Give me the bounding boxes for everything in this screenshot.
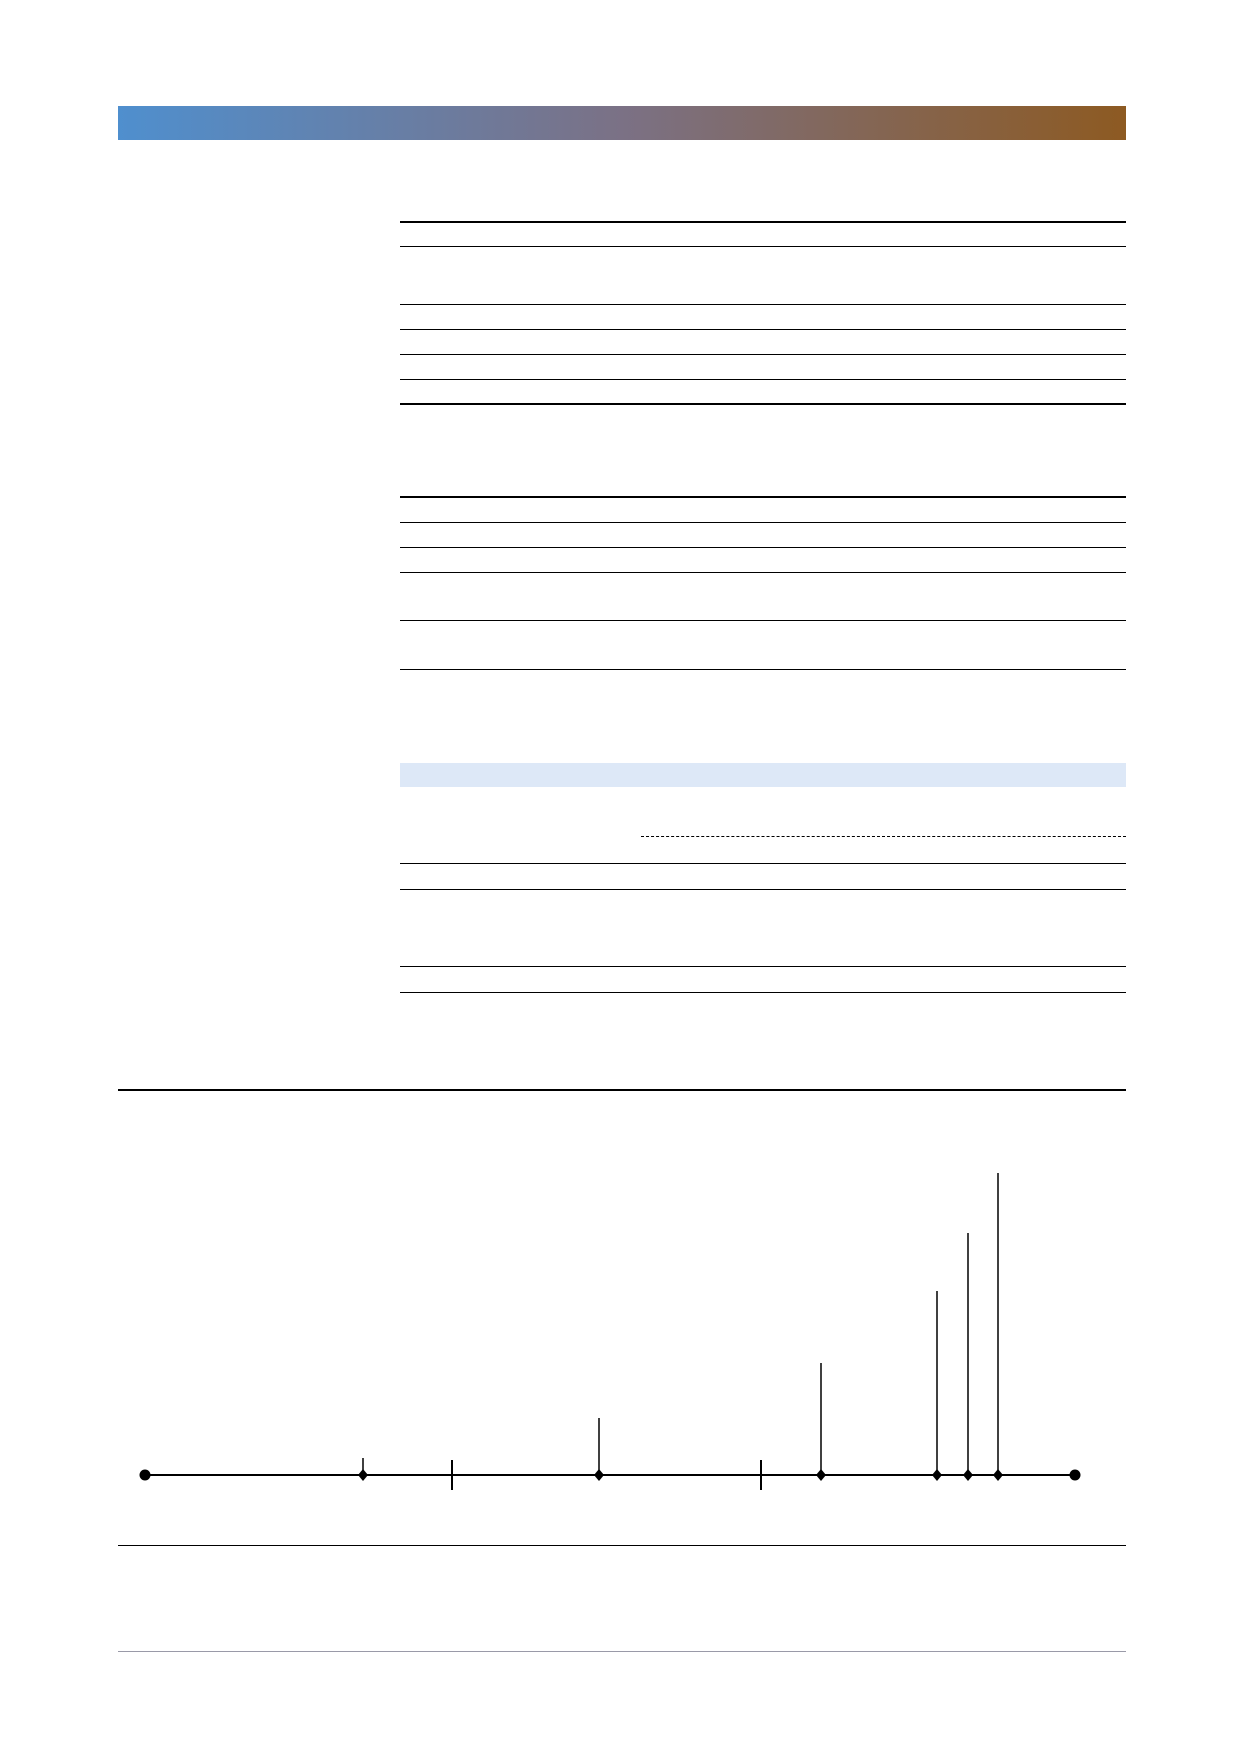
timeline-marker: [963, 1469, 973, 1481]
header-gradient-band: [118, 106, 1126, 140]
table-rule: [400, 522, 1126, 523]
table-rule: [400, 221, 1126, 223]
table-rule: [400, 863, 1126, 864]
table-rule: [400, 889, 1126, 890]
table-rule: [400, 572, 1126, 573]
section-rule: [118, 1545, 1126, 1546]
section-rule: [118, 1089, 1126, 1091]
table-rule: [400, 547, 1126, 548]
table-rule: [400, 496, 1126, 498]
table-rule: [400, 966, 1126, 967]
timeline-marker: [594, 1469, 604, 1481]
table-rule: [400, 304, 1126, 305]
footer-rule: [118, 1651, 1126, 1652]
timeline-marker: [932, 1469, 942, 1481]
timeline-marker: [358, 1469, 368, 1481]
table-rule: [400, 379, 1126, 380]
table-rule: [400, 354, 1126, 355]
timeline-start-point: [139, 1469, 151, 1481]
table-rule: [400, 403, 1126, 405]
table-rule: [400, 620, 1126, 621]
table-rule: [400, 669, 1126, 670]
table-rule: [400, 992, 1126, 993]
table-rule: [400, 329, 1126, 330]
timeline-marker: [816, 1469, 826, 1481]
table-dashed-rule: [641, 836, 1126, 837]
table-rule: [400, 246, 1126, 247]
timeline-marker: [993, 1469, 1003, 1481]
table-header-band: [400, 763, 1126, 787]
timeline-end-point: [1069, 1469, 1081, 1481]
